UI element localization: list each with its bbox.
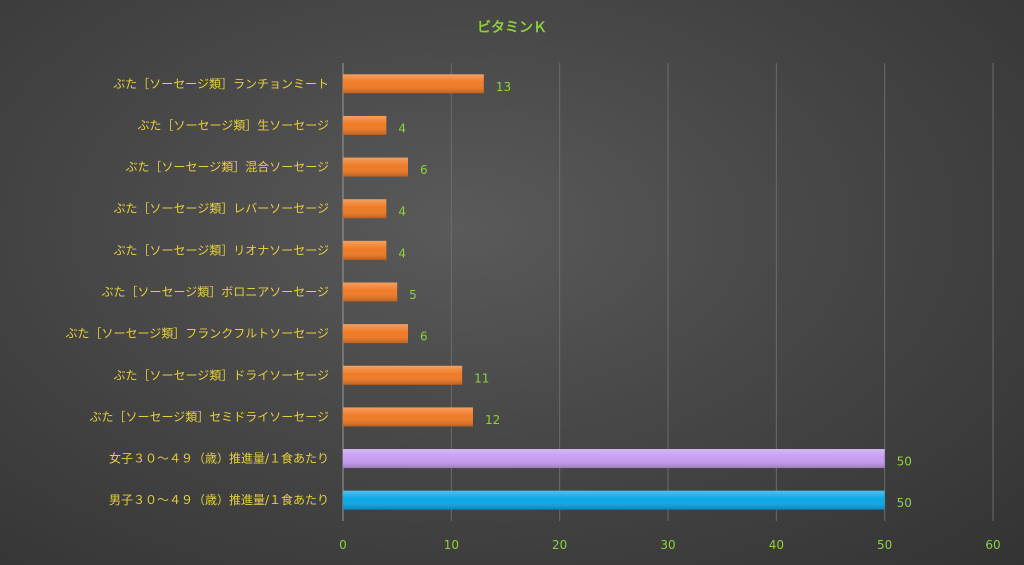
bar-shading bbox=[343, 490, 885, 510]
category-label: ぶた［ソーセージ類］ボロニアソーセージ bbox=[101, 285, 329, 299]
x-tick-label: 0 bbox=[339, 538, 347, 552]
category-labels: ぶた［ソーセージ類］ランチョンミートぶた［ソーセージ類］生ソーセージぶた［ソーセ… bbox=[65, 77, 329, 507]
category-label: ぶた［ソーセージ類］ドライソーセージ bbox=[113, 368, 329, 382]
data-label: 4 bbox=[398, 205, 406, 219]
data-label: 13 bbox=[496, 80, 511, 94]
category-label: ぶた［ソーセージ類］フランクフルトソーセージ bbox=[65, 327, 329, 341]
category-label: 女子３０～４９（歳）推進量/１食あたり bbox=[109, 451, 329, 466]
bar-shading bbox=[343, 199, 387, 219]
bar-shading bbox=[343, 449, 885, 469]
x-tick-label: 40 bbox=[769, 538, 784, 552]
bar-shading bbox=[343, 407, 473, 427]
data-label: 5 bbox=[409, 288, 417, 302]
bar-shading bbox=[343, 157, 408, 177]
bar-shading bbox=[343, 282, 398, 302]
data-label: 50 bbox=[897, 496, 912, 510]
data-label: 11 bbox=[474, 371, 489, 385]
data-label: 4 bbox=[398, 121, 406, 135]
category-label: ぶた［ソーセージ類］生ソーセージ bbox=[137, 118, 329, 132]
data-labels: 13 4 6 4 4 5 6 11 12 50 50 bbox=[398, 80, 912, 510]
category-label: ぶた［ソーセージ類］セミドライソーセージ bbox=[89, 410, 329, 424]
x-tick-labels: 0 10 20 30 40 50 60 bbox=[339, 538, 1000, 552]
bar-shading bbox=[343, 324, 408, 344]
data-label: 6 bbox=[420, 330, 428, 344]
x-tick-label: 50 bbox=[877, 538, 892, 552]
gridlines bbox=[342, 63, 994, 521]
bar-shading bbox=[343, 365, 463, 385]
bars-group bbox=[343, 74, 885, 510]
data-label: 12 bbox=[485, 413, 500, 427]
category-label: ぶた［ソーセージ類］リオナソーセージ bbox=[113, 243, 329, 257]
category-label: ぶた［ソーセージ類］ランチョンミート bbox=[113, 77, 329, 91]
bar-shading bbox=[343, 115, 387, 135]
category-label: ぶた［ソーセージ類］混合ソーセージ bbox=[125, 159, 329, 174]
data-label: 50 bbox=[897, 455, 912, 469]
x-tick-label: 10 bbox=[444, 538, 459, 552]
chart-title: ビタミンＫ bbox=[477, 20, 547, 36]
bar-shading bbox=[343, 240, 387, 260]
data-label: 6 bbox=[420, 163, 428, 177]
x-tick-label: 20 bbox=[552, 538, 567, 552]
x-tick-label: 30 bbox=[660, 538, 675, 552]
bar-shading bbox=[343, 74, 484, 94]
data-label: 4 bbox=[398, 246, 406, 260]
category-label: ぶた［ソーセージ類］レバーソーセージ bbox=[113, 202, 329, 216]
x-tick-label: 60 bbox=[985, 538, 1000, 552]
category-label: 男子３０～４９（歳）推進量/１食あたり bbox=[109, 492, 329, 507]
